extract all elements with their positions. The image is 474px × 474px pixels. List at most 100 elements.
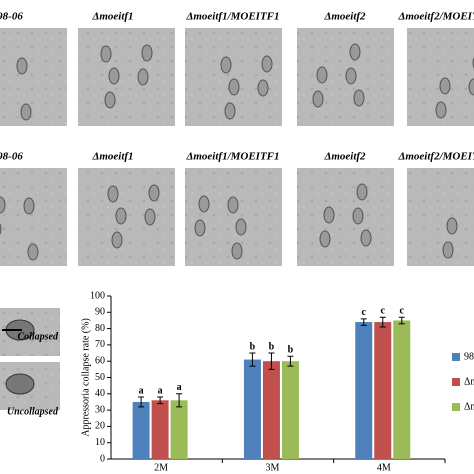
cell	[104, 91, 116, 109]
cell	[100, 45, 112, 63]
significance-label: c	[400, 305, 405, 316]
cell	[108, 67, 120, 85]
bar	[355, 322, 373, 459]
inset-cell	[5, 373, 35, 395]
bar	[281, 361, 299, 459]
micrograph	[0, 28, 67, 126]
cell	[353, 89, 365, 107]
panel-label: Δmoeitf2	[323, 11, 366, 23]
cell	[349, 43, 361, 61]
panel-label: 98-06	[0, 11, 23, 23]
micrograph	[297, 28, 394, 126]
cell	[148, 184, 160, 202]
cell	[257, 79, 269, 97]
cell	[224, 102, 236, 120]
significance-label: c	[381, 305, 386, 316]
legend-label: 98-06	[464, 351, 474, 362]
panel-label: Δmoeitf2/MOEITF2	[397, 11, 474, 23]
y-tick-label: 10	[95, 437, 105, 448]
bar	[132, 401, 150, 459]
bar	[374, 322, 392, 459]
cell	[198, 195, 210, 213]
bar	[151, 400, 169, 459]
legend-label: Δmoeitf1/MOEITF1	[464, 401, 474, 412]
cell	[23, 197, 35, 215]
micrograph	[297, 168, 394, 266]
error-bar	[249, 352, 256, 367]
y-tick-label: 100	[90, 290, 105, 301]
cell	[316, 66, 328, 84]
micrograph	[78, 28, 175, 126]
cell	[115, 207, 127, 225]
y-tick-label: 20	[95, 421, 105, 432]
cell	[16, 57, 28, 75]
panel-label: Δmoeitf2/MOEITF2	[397, 151, 474, 163]
y-tick-label: 0	[100, 453, 105, 464]
legend-swatch	[452, 378, 460, 386]
bar	[170, 400, 188, 459]
cell	[20, 103, 32, 121]
x-tick-label: 2M	[154, 462, 168, 473]
y-tick-label: 60	[95, 355, 105, 366]
cell	[352, 207, 364, 225]
y-tick-label: 90	[95, 307, 105, 318]
y-axis-label: Appressoria collapse rate (%)	[80, 318, 91, 437]
cell	[323, 206, 335, 224]
significance-label: a	[177, 382, 182, 393]
cell	[107, 185, 119, 203]
panel-label: Δmoeitf1	[91, 151, 133, 163]
cell	[235, 218, 247, 236]
legend-swatch	[452, 403, 460, 411]
y-tick-label: 30	[95, 404, 105, 415]
inset-label: Collapsed	[17, 331, 59, 342]
panel-label: Δmoeitf1	[91, 11, 133, 23]
significance-label: a	[158, 385, 163, 396]
cell	[446, 217, 458, 235]
error-bar	[360, 318, 367, 326]
cell	[345, 67, 357, 85]
significance-label: c	[362, 307, 367, 318]
panel-label: Δmoeitf2	[323, 151, 366, 163]
error-bar	[287, 355, 294, 367]
cell	[0, 223, 2, 235]
x-tick-label: 4M	[377, 462, 391, 473]
bar	[393, 320, 411, 459]
cell	[0, 196, 6, 214]
significance-label: b	[288, 345, 294, 356]
cell	[261, 55, 273, 73]
panel-label: Δmoeitf1/MOEITF1	[185, 11, 279, 23]
error-bar	[268, 352, 275, 370]
cell	[360, 229, 372, 247]
inset-label: Uncollapsed	[7, 406, 59, 417]
error-bar	[138, 396, 145, 408]
cell	[220, 56, 232, 74]
cell	[439, 77, 451, 95]
cell	[319, 230, 331, 248]
y-tick-label: 80	[95, 323, 105, 334]
cell	[27, 243, 39, 261]
legend-label: Δmoeitf1	[464, 376, 474, 387]
cell	[312, 90, 324, 108]
cell	[228, 78, 240, 96]
error-bar	[157, 396, 164, 405]
cell	[137, 68, 149, 86]
x-tick-label: 3M	[265, 462, 279, 473]
y-tick-label: 40	[95, 388, 105, 399]
cell	[227, 196, 239, 214]
cell	[435, 101, 447, 119]
cell	[144, 208, 156, 226]
significance-label: b	[250, 341, 256, 352]
y-tick-label: 70	[95, 339, 105, 350]
cell	[468, 78, 474, 96]
bar	[243, 359, 261, 459]
error-bar	[398, 316, 405, 325]
panel-label: 98-06	[0, 151, 23, 163]
bar	[262, 361, 280, 459]
cell	[194, 219, 206, 237]
panel-label: Δmoeitf1/MOEITF1	[185, 151, 279, 163]
micrograph	[78, 168, 175, 266]
cell	[141, 44, 153, 62]
significance-label: a	[139, 385, 144, 396]
cell	[111, 231, 123, 249]
